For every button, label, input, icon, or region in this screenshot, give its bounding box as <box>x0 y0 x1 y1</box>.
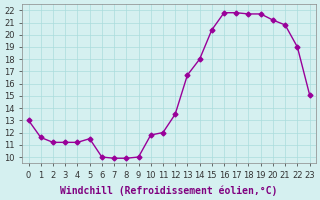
X-axis label: Windchill (Refroidissement éolien,°C): Windchill (Refroidissement éolien,°C) <box>60 185 278 196</box>
